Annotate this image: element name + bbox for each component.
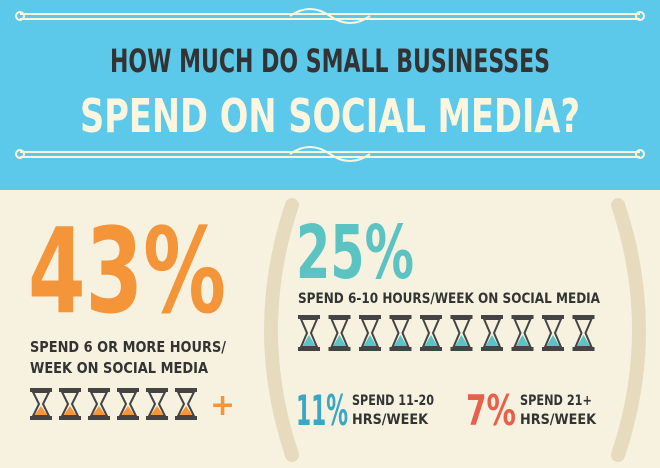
hourglass-cap — [511, 315, 534, 319]
hourglass-cap — [328, 347, 351, 351]
hourglass-cap — [298, 347, 320, 351]
hourglass-icon — [450, 315, 473, 351]
hourglass-icon — [359, 315, 381, 351]
hourglass-cap — [146, 416, 168, 420]
hourglass-sand — [179, 406, 193, 416]
hourglass-sand — [515, 335, 530, 347]
hourglass-cap — [572, 315, 595, 319]
hourglass-cap — [146, 388, 168, 392]
hourglass-icon — [511, 315, 534, 351]
hourglass-icon — [389, 315, 412, 351]
hourglass-icon — [420, 315, 442, 351]
hourglass-icon — [59, 388, 81, 420]
hourglass-cap — [175, 388, 197, 392]
hourglass-sand — [576, 335, 591, 347]
hourglass-sand — [363, 335, 377, 347]
hourglass-cap — [117, 416, 139, 420]
hourglass-cap — [117, 388, 139, 392]
hourglass-sand — [454, 335, 469, 347]
hourglass-cap — [450, 347, 473, 351]
hourglass-cap — [420, 315, 442, 319]
hourglass-cap — [298, 315, 320, 319]
breakdown-caption: HRS/WEEK — [520, 412, 597, 428]
hourglass-icon — [328, 315, 351, 351]
plus-sign: + — [210, 388, 235, 423]
main-percent: 43% — [28, 202, 226, 340]
hourglass-sand — [302, 335, 316, 347]
hourglass-icon — [146, 388, 168, 420]
hourglass-icon — [30, 388, 52, 420]
hourglass-sand — [121, 406, 135, 416]
hourglass-cap — [542, 347, 564, 351]
paren-left — [264, 198, 299, 462]
hourglass-sand — [485, 335, 499, 347]
breakdown-caption: SPEND 11-20 — [352, 393, 434, 409]
breakdown-percent: 11% — [296, 386, 348, 435]
hourglass-icon — [542, 315, 564, 351]
main-caption: WEEK ON SOCIAL MEDIA — [30, 359, 208, 377]
title-line2: SPEND ON SOCIAL MEDIA? — [80, 89, 580, 143]
hourglass-icon — [572, 315, 595, 351]
hourglass-cap — [30, 416, 52, 420]
hourglass-sand — [92, 406, 106, 416]
main-caption: SPEND 6 OR MORE HOURS/ — [30, 338, 226, 356]
hourglass-cap — [511, 347, 534, 351]
hourglass-cap — [59, 416, 81, 420]
ornaments — [15, 8, 645, 162]
breakdown-caption: HRS/WEEK — [352, 412, 429, 428]
hourglass-icon — [88, 388, 110, 420]
breakdown-caption: SPEND 6-10 HOURS/WEEK ON SOCIAL MEDIA — [298, 291, 600, 307]
hourglass-cap — [450, 315, 473, 319]
breakdown-percent: 7% — [466, 386, 516, 435]
hourglass-icon — [298, 315, 320, 351]
breakdown-caption: SPEND 21+ — [520, 393, 592, 409]
hourglass-icon — [175, 388, 197, 420]
hourglass-cap — [572, 347, 595, 351]
hourglass-cap — [481, 315, 503, 319]
hourglass-icon — [481, 315, 503, 351]
hourglass-cap — [30, 388, 52, 392]
hourglass-cap — [481, 347, 503, 351]
hourglass-cap — [389, 347, 412, 351]
hourglass-cap — [88, 416, 110, 420]
hourglass-sand — [34, 406, 48, 416]
hourglass-cap — [175, 416, 197, 420]
hourglass-sand — [546, 335, 560, 347]
header-band — [0, 0, 660, 190]
hourglass-sand — [63, 406, 77, 416]
hourglass-cap — [328, 315, 351, 319]
paren-right — [611, 198, 646, 462]
hourglass-cap — [88, 388, 110, 392]
hourglass-cap — [389, 315, 412, 319]
hourglass-sand — [150, 406, 164, 416]
hourglass-cap — [359, 347, 381, 351]
hourglass-sand — [424, 335, 438, 347]
hourglass-cap — [359, 315, 381, 319]
hourglass-cap — [59, 388, 81, 392]
hourglass-sand — [332, 335, 347, 347]
hourglass-cap — [420, 347, 442, 351]
hourglass-sand — [393, 335, 408, 347]
hourglass-cap — [542, 315, 564, 319]
hourglass-icon — [117, 388, 139, 420]
title-line1: HOW MUCH DO SMALL BUSINESSES — [110, 42, 550, 80]
breakdown-percent: 25% — [296, 210, 414, 296]
